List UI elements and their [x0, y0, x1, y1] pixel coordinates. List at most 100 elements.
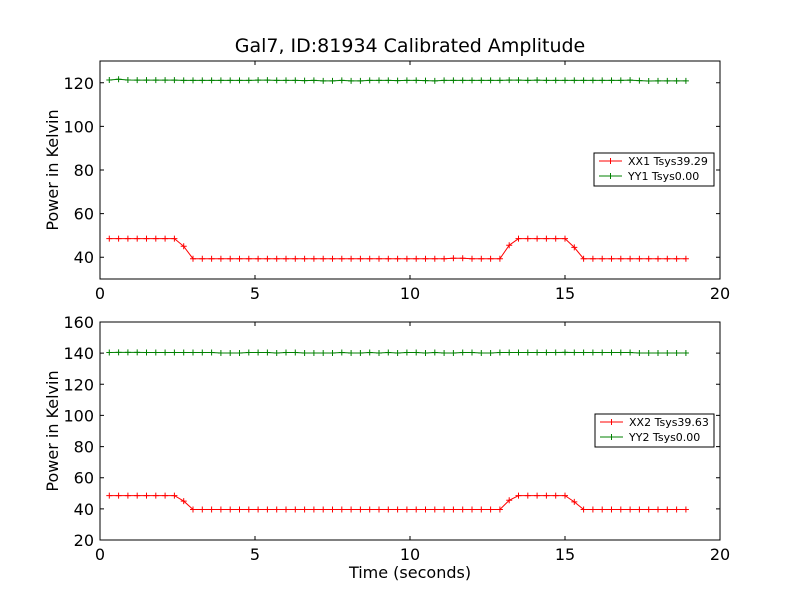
- data-point: [152, 492, 159, 499]
- data-point: [487, 506, 494, 513]
- data-point: [636, 255, 643, 262]
- data-point: [469, 349, 475, 356]
- data-point: [329, 349, 336, 356]
- legend-entry: YY1 Tsys0.00: [599, 170, 699, 183]
- data-point: [143, 235, 150, 242]
- data-point: [543, 349, 550, 356]
- bottom-subplot: Power in Kelvin Time (seconds) 0 5 10 15 20 2…: [43, 313, 730, 582]
- data-point: [664, 349, 671, 356]
- data-point: [589, 77, 596, 84]
- data-point: [478, 77, 485, 84]
- data-point: [627, 255, 634, 262]
- data-point: [645, 255, 652, 262]
- data-point: [236, 349, 243, 356]
- data-point: [450, 349, 457, 356]
- data-point: [627, 77, 634, 84]
- top-subplot: Gal7, ID:81934 Calibrated Amplitude Powe…: [43, 35, 730, 303]
- data-point: [413, 77, 420, 84]
- data-point: [171, 235, 178, 242]
- data-point: [515, 349, 522, 356]
- data-point: [190, 255, 196, 262]
- data-point: [283, 255, 289, 262]
- data-point: [496, 255, 503, 262]
- data-point: [617, 506, 624, 513]
- data-point: [376, 349, 382, 356]
- legend-entry: XX2 Tsys39.63: [600, 416, 709, 429]
- data-point: [450, 506, 457, 513]
- data-point: [292, 349, 299, 356]
- data-point: [199, 77, 206, 84]
- data-point: [543, 77, 550, 84]
- data-point: [217, 255, 224, 262]
- data-point: [245, 349, 252, 356]
- data-point: [264, 506, 271, 513]
- data-point: [645, 349, 652, 356]
- x-tick-label: 15: [555, 284, 575, 303]
- data-point: [310, 77, 317, 84]
- data-point: [283, 77, 289, 84]
- legend-swatch: [600, 419, 623, 425]
- data-point: [552, 492, 559, 499]
- data-point: [617, 77, 624, 84]
- legend: XX2 Tsys39.63 YY2 Tsys0.00: [594, 413, 715, 448]
- data-point: [599, 506, 606, 513]
- data-point: [459, 349, 466, 356]
- data-point: [441, 506, 448, 513]
- data-point: [608, 506, 615, 513]
- x-tick-label: 0: [95, 284, 105, 303]
- data-point: [283, 349, 289, 356]
- data-point: [515, 77, 522, 84]
- data-point: [180, 498, 187, 505]
- data-point: [376, 255, 382, 262]
- data-point: [478, 506, 485, 513]
- data-point: [403, 77, 410, 84]
- legend-box: [593, 152, 715, 187]
- data-point: [236, 506, 243, 513]
- data-point: [478, 349, 485, 356]
- data-point: [115, 76, 122, 83]
- legend-box: [594, 413, 715, 448]
- data-point: [487, 77, 494, 84]
- data-point: [320, 255, 327, 262]
- data-point: [301, 349, 308, 356]
- data-point: [199, 506, 206, 513]
- x-tick-label: 5: [250, 284, 260, 303]
- data-point: [682, 77, 689, 84]
- data-point: [357, 349, 364, 356]
- data-point: [338, 255, 345, 262]
- data-point: [255, 349, 262, 356]
- data-point: [134, 349, 141, 356]
- data-point: [534, 492, 541, 499]
- x-tick-label: 10: [400, 284, 420, 303]
- series-yy-2: [106, 349, 689, 356]
- legend-swatch: [599, 158, 622, 164]
- data-point: [255, 255, 262, 262]
- data-point: [320, 349, 327, 356]
- x-tick-label: 20: [710, 545, 730, 564]
- y-tick-label: 140: [63, 344, 94, 363]
- data-point: [496, 77, 503, 84]
- data-point: [682, 255, 689, 262]
- data-point: [580, 255, 587, 262]
- data-point: [236, 77, 243, 84]
- data-point: [413, 349, 420, 356]
- data-point: [617, 349, 624, 356]
- data-point: [180, 349, 187, 356]
- data-point: [431, 77, 438, 84]
- y-tick-label: 100: [63, 117, 94, 136]
- data-point: [115, 492, 122, 499]
- data-point: [171, 349, 178, 356]
- data-point: [162, 235, 169, 242]
- data-point: [348, 77, 355, 84]
- data-point: [562, 77, 568, 84]
- data-point: [385, 77, 392, 84]
- data-point: [431, 506, 438, 513]
- data-point: [422, 77, 429, 84]
- data-point: [469, 506, 475, 513]
- data-point: [208, 506, 215, 513]
- data-point: [143, 77, 150, 84]
- data-point: [190, 77, 196, 84]
- data-point: [562, 492, 568, 499]
- data-point: [115, 235, 122, 242]
- data-point: [524, 235, 531, 242]
